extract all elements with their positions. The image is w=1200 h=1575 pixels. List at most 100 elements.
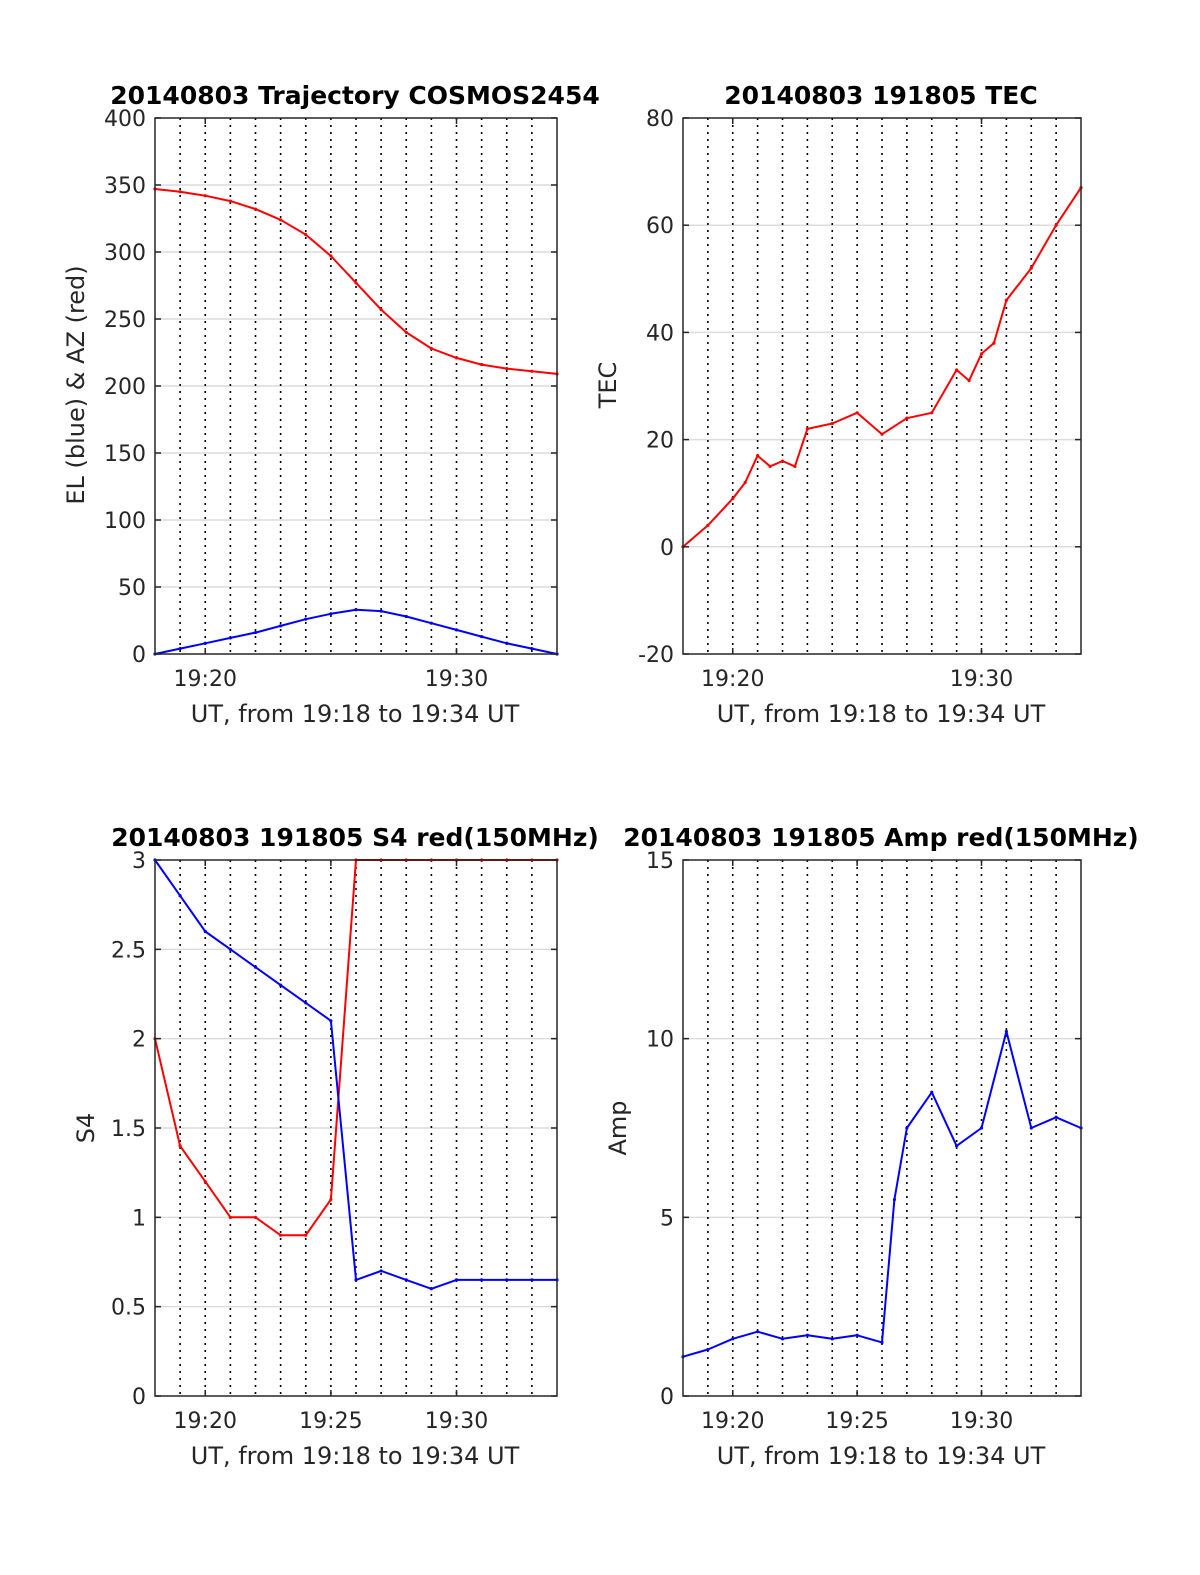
- amp-axes-box: [682, 859, 1082, 1397]
- trajectory-series-0-point: [530, 369, 534, 373]
- tec-title: 20140803 191805 TEC: [724, 81, 1037, 110]
- tec-ytick-label: 20: [646, 429, 674, 454]
- s4-series-1-point: [354, 1278, 358, 1282]
- trajectory-ytick-label: 400: [104, 107, 146, 132]
- s4-series-1-point: [505, 1278, 509, 1282]
- trajectory-series-1-point: [505, 641, 509, 645]
- trajectory-series-0-point: [454, 356, 459, 360]
- amp-ytick-label: 0: [660, 1385, 674, 1410]
- amp-series-0-point: [930, 1090, 934, 1094]
- trajectory-series-1-point: [530, 647, 534, 651]
- amp-series-0-point: [1029, 1126, 1033, 1130]
- tec-series-0-point: [793, 464, 797, 468]
- amp-series-0-point: [892, 1197, 897, 1202]
- trajectory-ytick-label: 100: [104, 509, 146, 534]
- tec-ytick-label: 0: [660, 536, 674, 561]
- amp-title: 20140803 191805 Amp red(150MHz): [623, 823, 1139, 852]
- tec-series-0-point: [992, 341, 996, 345]
- trajectory-series-1-point: [178, 647, 182, 651]
- s4-series-0-point: [304, 1233, 308, 1237]
- trajectory-series-0-point: [279, 218, 283, 222]
- amp-series-0-point: [731, 1337, 735, 1341]
- tec-ytick-label: 60: [646, 214, 674, 239]
- trajectory-series-1-point: [379, 609, 383, 613]
- s4-series-1-point: [203, 929, 207, 934]
- s4-series-1-point: [404, 1278, 408, 1282]
- s4-ytick-label: 2: [132, 1028, 146, 1053]
- tec-series-0-point: [855, 411, 859, 415]
- amp-series-0-point: [780, 1337, 785, 1341]
- s4-series-1-point: [279, 983, 283, 987]
- s4-ytick-label: 1: [132, 1206, 146, 1231]
- tec-series-0-point: [768, 464, 772, 468]
- trajectory-series-0-point: [253, 207, 258, 211]
- s4-series-0-point: [228, 1215, 232, 1219]
- trajectory-series-1-point: [454, 628, 459, 632]
- s4-ytick-label: 2.5: [111, 938, 146, 963]
- s4-xtick-label: 19:25: [299, 1409, 362, 1434]
- trajectory-series-0-point: [304, 232, 308, 237]
- tec-series-0-point: [979, 352, 984, 356]
- tec-series-0-point: [905, 416, 909, 420]
- trajectory-series-0-point: [480, 362, 484, 367]
- amp-ytick-label: 5: [660, 1206, 674, 1231]
- s4-series-1-point: [429, 1287, 433, 1291]
- trajectory-series-1-point: [304, 617, 308, 621]
- s4-ytick-label: 0: [132, 1385, 146, 1410]
- tec-xtick-label: 19:30: [950, 667, 1013, 692]
- amp-ytick-label: 10: [646, 1028, 674, 1053]
- trajectory-panel: 20140803 Trajectory COSMOS2454 UT, from …: [62, 81, 600, 728]
- trajectory-ytick-label: 0: [132, 643, 146, 668]
- trajectory-series-0-point: [354, 281, 358, 285]
- tec-axes-box: [682, 117, 1082, 655]
- trajectory-series-0-point: [429, 346, 433, 351]
- amp-series-0-point: [830, 1337, 834, 1341]
- trajectory-series-1-point: [329, 612, 333, 616]
- s4-series-1-point: [329, 1019, 333, 1023]
- trajectory-xlabel: UT, from 19:18 to 19:34 UT: [191, 700, 520, 728]
- amp-series-0-point: [855, 1333, 859, 1337]
- s4-ytick-label: 3: [132, 849, 146, 874]
- amp-series-0-point: [706, 1347, 710, 1352]
- s4-series-1-point: [480, 1278, 484, 1282]
- tec-ylabel: TEC: [594, 362, 622, 410]
- s4-series-0-point: [253, 1215, 258, 1219]
- amp-series-0-point: [979, 1126, 984, 1130]
- tec-panel: 20140803 191805 TEC UT, from 19:18 to 19…: [594, 81, 1083, 728]
- tec-ytick-label: 40: [646, 321, 674, 346]
- tec-series-0-point: [706, 523, 710, 527]
- s4-series-1-point: [228, 947, 232, 951]
- trajectory-series-0-point: [228, 199, 232, 203]
- s4-series-1-point: [304, 1001, 308, 1005]
- s4-series-1-point: [379, 1269, 383, 1273]
- trajectory-series-1-point: [279, 624, 283, 628]
- tec-series-0-point: [1004, 298, 1008, 302]
- s4-series-1-point: [530, 1278, 534, 1282]
- tec-series-0-point: [830, 421, 834, 426]
- trajectory-title: 20140803 Trajectory COSMOS2454: [110, 81, 600, 110]
- tec-series-0-point: [780, 459, 785, 463]
- amp-xlabel: UT, from 19:18 to 19:34 UT: [717, 1442, 1046, 1470]
- tec-series-line-0: [682, 187, 1082, 548]
- tec-series-0-point: [967, 379, 971, 383]
- tec-series-0-point: [756, 454, 760, 458]
- s4-series-1-point: [454, 1278, 459, 1282]
- amp-series-0-point: [756, 1330, 760, 1334]
- amp-series-0-point: [955, 1144, 959, 1148]
- trajectory-series-0-point: [505, 366, 509, 371]
- s4-xtick-label: 19:20: [174, 1409, 237, 1434]
- tec-series-0-point: [1029, 266, 1033, 270]
- tec-series-0-point: [1054, 223, 1058, 227]
- s4-ylabel: S4: [72, 1113, 100, 1144]
- s4-series-1-point: [253, 965, 258, 969]
- trajectory-series-0-point: [379, 308, 383, 312]
- s4-series-0-point: [279, 1233, 283, 1237]
- amp-panel: 20140803 191805 Amp red(150MHz) UT, from…: [604, 823, 1139, 1470]
- amp-xtick-label: 19:20: [701, 1409, 764, 1434]
- s4-series-0-point: [329, 1197, 333, 1202]
- trajectory-series-0-point: [178, 190, 182, 194]
- trajectory-xtick-label: 19:30: [425, 667, 488, 692]
- trajectory-series-1-point: [429, 621, 433, 625]
- trajectory-series-1-point: [228, 636, 232, 640]
- tec-series-0-point: [731, 496, 735, 501]
